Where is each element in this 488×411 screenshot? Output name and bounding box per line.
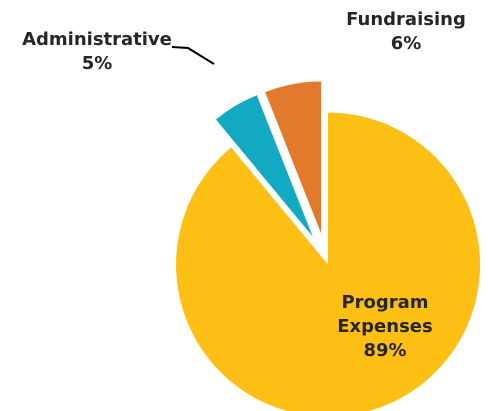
labels: Program Expenses 89% Administrative 5% Fundra… [22,9,466,361]
program-expenses-slice [176,112,480,411]
program-expenses-value-label: 89% [363,340,406,361]
administrative-label: Administrative [22,29,172,50]
fundraising-slice [265,81,322,234]
administrative-value-label: 5% [82,53,113,74]
administrative-slice [215,95,313,237]
pie-slices [176,81,480,411]
administrative-leader-line [171,46,215,65]
program-expenses-label: Program Expenses [337,292,432,337]
fundraising-label: Fundraising [346,9,466,30]
fundraising-value-label: 6% [391,33,422,54]
